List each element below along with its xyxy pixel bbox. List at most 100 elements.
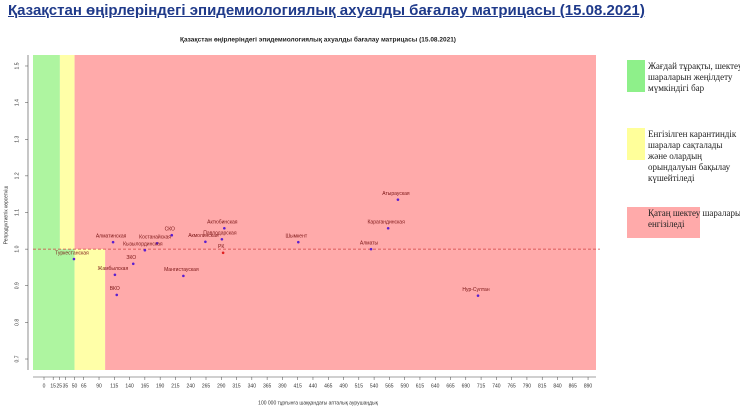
y-tick-label: 1.2: [14, 172, 20, 179]
x-tick-label: 665: [446, 383, 455, 389]
x-tick-label: 490: [339, 383, 348, 389]
x-tick-label: 35: [63, 383, 69, 389]
x-tick-label: 65: [81, 383, 87, 389]
x-tick-label: 415: [294, 383, 303, 389]
zone: [74, 55, 596, 250]
point-label: СКО: [165, 227, 175, 233]
point: [170, 233, 174, 237]
x-tick-label: 215: [171, 383, 180, 389]
y-tick-label: 1.3: [14, 136, 20, 143]
x-tick-label: 840: [553, 383, 562, 389]
y-tick-label: 0.8: [14, 319, 20, 326]
point: [115, 293, 119, 297]
x-tick-label: 115: [110, 383, 118, 389]
y-tick-label: 1.0: [14, 245, 20, 252]
y-tick-label: 0.7: [14, 355, 20, 362]
point-label: Алматинская: [96, 233, 127, 239]
point-label: Костанайская: [139, 234, 171, 241]
zone: [33, 249, 75, 370]
x-tick-label: 365: [263, 383, 272, 389]
x-tick-label: 15: [50, 383, 56, 389]
x-tick-label: 540: [370, 383, 379, 389]
x-tick-label: 50: [72, 383, 78, 389]
x-tick-label: 565: [385, 383, 394, 389]
point-label: Павлодарская: [203, 231, 237, 237]
x-tick-label: 740: [492, 383, 501, 389]
x-tick-label: 815: [538, 383, 547, 389]
x-tick-label: 865: [569, 383, 578, 389]
slide-title: Қазақстан өңірлеріндегі эпидемиологиялық…: [8, 2, 645, 19]
legend-text: Енгізілген карантиндік шаралар сақталады…: [648, 129, 737, 183]
point: [143, 248, 147, 252]
x-tick-label: 615: [416, 383, 425, 389]
point-label: ЗКО: [126, 255, 136, 261]
x-axis-label: 100 000 тұрғынға шаққандағы апталық ауру…: [258, 400, 378, 406]
x-tick-label: 165: [141, 383, 150, 389]
x-tick-label: 890: [584, 383, 593, 389]
legend-swatch: [627, 128, 645, 160]
x-tick-label: 240: [187, 383, 196, 389]
point: [72, 257, 76, 261]
point: [111, 240, 115, 244]
x-tick-label: 590: [400, 383, 409, 389]
point-label: Алматы: [360, 240, 379, 246]
point: [204, 240, 207, 244]
x-tick-label: 715: [477, 383, 486, 389]
point-label: Нур-Султан: [462, 287, 489, 293]
x-tick-label: 440: [309, 383, 318, 389]
legend-swatch: [627, 60, 645, 92]
legend-text: Қатаң шектеу шаралары енгізіледі: [648, 208, 740, 229]
point-label: Туркестанская: [55, 250, 89, 256]
legend-text: Жағдай тұрақты, шектеу шараларын жеңілде…: [648, 61, 740, 93]
zone: [105, 249, 597, 370]
x-tick-label: 390: [278, 383, 287, 389]
x-tick-label: 465: [324, 383, 333, 389]
y-tick-label: 0.9: [14, 282, 20, 289]
point-label: Кызылординская: [123, 242, 163, 248]
x-tick-label: 640: [431, 383, 440, 389]
zone: [33, 55, 60, 250]
zone: [74, 249, 106, 370]
x-tick-label: 0: [43, 383, 46, 389]
point-label: Жамбылская: [98, 266, 129, 272]
y-axis-label: Репродуктивтік көрсеткіш: [3, 186, 9, 245]
y-tick-label: 1.4: [14, 99, 20, 106]
point: [369, 247, 373, 251]
point: [221, 251, 225, 255]
zone: [59, 55, 75, 250]
x-tick-label: 25: [57, 383, 63, 389]
x-tick-label: 140: [125, 383, 134, 389]
y-tick-label: 1.1: [14, 209, 20, 216]
point: [182, 274, 185, 278]
point: [386, 226, 390, 230]
point: [476, 294, 480, 297]
point: [155, 241, 159, 245]
point: [220, 237, 224, 241]
point-label: Актюбинская: [207, 220, 238, 226]
point-label: Шымкент: [285, 233, 307, 239]
x-tick-label: 90: [96, 383, 102, 389]
x-tick-label: 190: [156, 383, 165, 389]
x-tick-label: 690: [462, 383, 471, 389]
chart-title: Қазақстан өңірлеріндегі эпидемиологиялық…: [180, 36, 456, 44]
point-label: ВКО: [110, 286, 120, 292]
point: [131, 262, 135, 266]
x-tick-label: 790: [523, 383, 532, 389]
point: [113, 273, 117, 277]
chart: Қазақстан өңірлеріндегі эпидемиологиялық…: [3, 36, 600, 406]
x-tick-label: 765: [507, 383, 516, 389]
y-tick-label: 1.5: [14, 62, 20, 69]
point-label: Акмолинская: [188, 233, 219, 239]
point: [396, 198, 400, 201]
legend-swatch: [627, 207, 700, 238]
point-label: Атырауская: [382, 191, 410, 197]
point-label: РК: [218, 244, 224, 250]
x-tick-label: 315: [232, 383, 241, 389]
point: [297, 240, 300, 244]
point-label: Мангистауская: [164, 267, 199, 273]
x-tick-label: 340: [248, 383, 257, 389]
x-tick-label: 290: [217, 383, 226, 389]
point-label: Карагандинская: [368, 220, 406, 226]
x-tick-label: 265: [202, 383, 211, 389]
point: [223, 226, 226, 230]
